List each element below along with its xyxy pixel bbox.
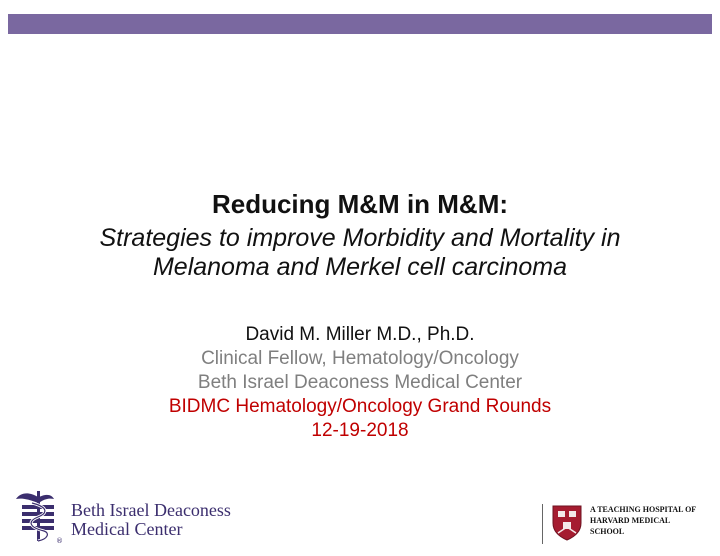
bidmc-wordmark: Beth Israel Deaconess Medical Center [71,501,231,539]
slide-title: Reducing M&M in M&M: [0,188,720,220]
harvard-line-2: HARVARD MEDICAL [590,515,712,526]
bidmc-name-line-2: Medical Center [71,520,231,539]
harvard-affiliation: A TEACHING HOSPITAL OF HARVARD MEDICAL S… [540,502,715,546]
slide-subtitle: Strategies to improve Morbidity and Mort… [0,224,720,282]
harvard-text: A TEACHING HOSPITAL OF HARVARD MEDICAL S… [590,504,712,537]
event-date: 12-19-2018 [0,419,720,443]
subtitle-line-1: Strategies to improve Morbidity and Mort… [0,224,720,253]
bidmc-caduceus-icon: ® [14,487,64,545]
harvard-shield-icon [552,505,582,541]
harvard-line-1: A TEACHING HOSPITAL OF [590,504,712,515]
top-accent-bar [8,14,712,34]
harvard-line-3: SCHOOL [590,526,712,537]
author-name: David M. Miller M.D., Ph.D. [0,323,720,347]
bidmc-logo: ® Beth Israel Deaconess Medical Center [14,487,254,545]
bidmc-name-line-1: Beth Israel Deaconess [71,501,231,520]
event-name: BIDMC Hematology/Oncology Grand Rounds [0,395,720,419]
author-block: David M. Miller M.D., Ph.D. Clinical Fel… [0,323,720,443]
subtitle-line-2: Melanoma and Merkel cell carcinoma [0,253,720,282]
author-role: Clinical Fellow, Hematology/Oncology [0,347,720,371]
harvard-divider [542,504,543,544]
registered-mark: ® [56,537,63,545]
title-block: Reducing M&M in M&M: Strategies to impro… [0,188,720,282]
author-institution: Beth Israel Deaconess Medical Center [0,371,720,395]
